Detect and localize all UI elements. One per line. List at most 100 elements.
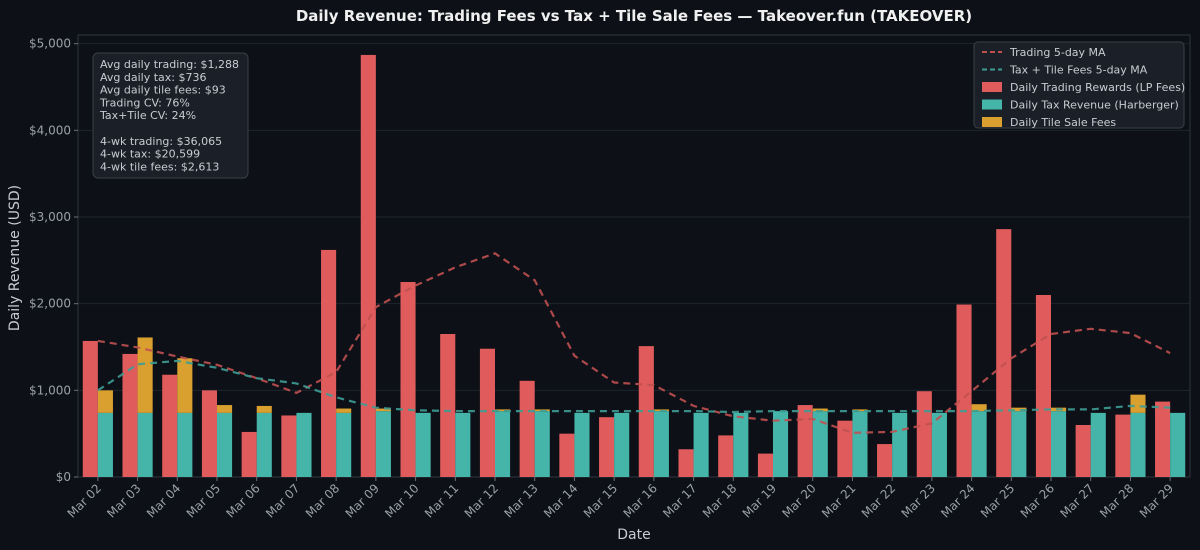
tax-bar [1170,412,1186,477]
tile-fee-bar [1011,407,1027,412]
y-tick-label: $1,000 [29,383,71,397]
tax-bar [931,412,947,477]
x-tick-label: Mar 18 [700,481,739,520]
trading-bar [718,435,734,477]
plot-frame [77,34,1191,478]
trading-bar [241,431,257,477]
trading-bar [321,249,337,477]
x-tick-label: Mar 26 [1018,481,1057,520]
trading-bar [122,353,138,477]
stats-line: 4-wk tax: $20,599 [100,148,200,161]
tax-bar [1051,411,1067,477]
stats-line: Avg daily tax: $736 [100,71,206,84]
x-tick-label: Mar 07 [263,481,302,520]
tile-fee-bar [97,390,113,413]
tax-bar [892,412,908,477]
legend-label: Daily Tile Sale Fees [1010,116,1116,129]
tax-bar [534,411,550,477]
tax-bar [495,411,511,477]
tile-fee-bar [971,404,987,412]
x-tick-label: Mar 15 [581,481,620,520]
x-tick-label: Mar 11 [422,481,461,520]
trading-bar [1155,401,1171,477]
legend-box-swatch [982,117,1002,127]
trading-bar [1075,425,1091,477]
legend-box-swatch [982,99,1002,110]
tile-fee-bar [495,409,511,412]
trading-bar [1115,414,1131,477]
trading-bar [877,444,893,477]
trading-bar [479,348,495,477]
tax-bar [336,412,352,477]
tax-bar [137,412,153,477]
tax-bar [693,412,709,477]
tile-fee-bar [256,405,272,413]
tile-fee-bar [852,409,868,412]
x-axis-ticks: Mar 02 Mar 03 Mar 04 Mar 05 Mar 06 Mar 07 Mar … [65,477,1176,521]
x-tick-label: Mar 23 [899,481,938,520]
trading-bar [281,415,297,477]
legend: Trading 5-day MA Tax + Tile Fees 5-day MA… [973,41,1185,129]
tile-fee-bar [137,337,153,413]
legend-label: Daily Trading Rewards (LP Fees) [1010,81,1185,94]
stats-line: Trading CV: 76% [99,96,190,109]
x-tick-label: Mar 06 [223,481,262,520]
legend-label: Tax + Tile Fees 5-day MA [1009,64,1148,77]
x-tick-label: Mar 02 [65,481,104,520]
legend-label: Daily Tax Revenue (Harberger) [1010,99,1179,112]
tax-bar [971,411,987,477]
x-tick-label: Mar 05 [184,481,223,520]
trading-bar [201,390,217,477]
tile-fee-bar [336,408,352,413]
x-tick-label: Mar 10 [382,481,421,520]
tax-bar [256,412,272,477]
stats-line: Tax+Tile CV: 24% [99,109,196,122]
y-tick-label: $0 [56,470,71,484]
trading-bar [797,405,813,477]
tax-bar [415,412,431,477]
legend-label: Trading 5-day MA [1009,46,1106,59]
x-tick-label: Mar 04 [144,481,183,520]
x-tick-label: Mar 21 [819,481,858,520]
y-axis-label: Daily Revenue (USD) [7,185,23,331]
tax-bar [296,412,312,477]
y-tick-label: $2,000 [29,297,71,311]
x-tick-label: Mar 13 [501,481,540,520]
y-axis-ticks: $0 $1,000 $2,000 $3,000 $4,000 $5,000 [29,37,78,484]
trading-bar [678,449,694,477]
tile-fee-bar [1130,394,1146,413]
trading-bar [162,374,178,477]
tax-bar [375,411,391,477]
trading-bar [638,346,654,477]
x-axis-label: Date [617,527,650,543]
tax-bar [217,412,233,477]
x-tick-label: Mar 27 [1057,481,1096,520]
x-tick-label: Mar 03 [104,481,143,520]
trading-bar [956,304,972,477]
x-tick-label: Mar 14 [541,481,580,520]
tax-bar [653,411,669,477]
tax-bar [177,412,193,477]
legend-bg [973,41,1185,129]
y-tick-label: $3,000 [29,210,71,224]
stats-box-bg [92,52,249,179]
x-tick-label: Mar 12 [462,481,501,520]
x-tick-label: Mar 29 [1137,481,1176,520]
x-tick-label: Mar 22 [859,481,898,520]
tax-bar [1130,412,1146,477]
bars-layer [82,54,1186,477]
tax-bar [614,412,630,477]
x-tick-label: Mar 09 [343,481,382,520]
stats-line: Avg daily trading: $1,288 [100,58,239,71]
trading-bar [400,282,416,477]
tax-bar [733,412,749,477]
tax-bar [1011,411,1027,477]
x-tick-label: Mar 20 [779,481,818,520]
x-tick-label: Mar 08 [303,481,342,520]
y-tick-label: $5,000 [29,37,71,51]
trading-bar [559,433,575,477]
tile-fee-bar [812,408,828,412]
tax-bar [773,411,789,477]
